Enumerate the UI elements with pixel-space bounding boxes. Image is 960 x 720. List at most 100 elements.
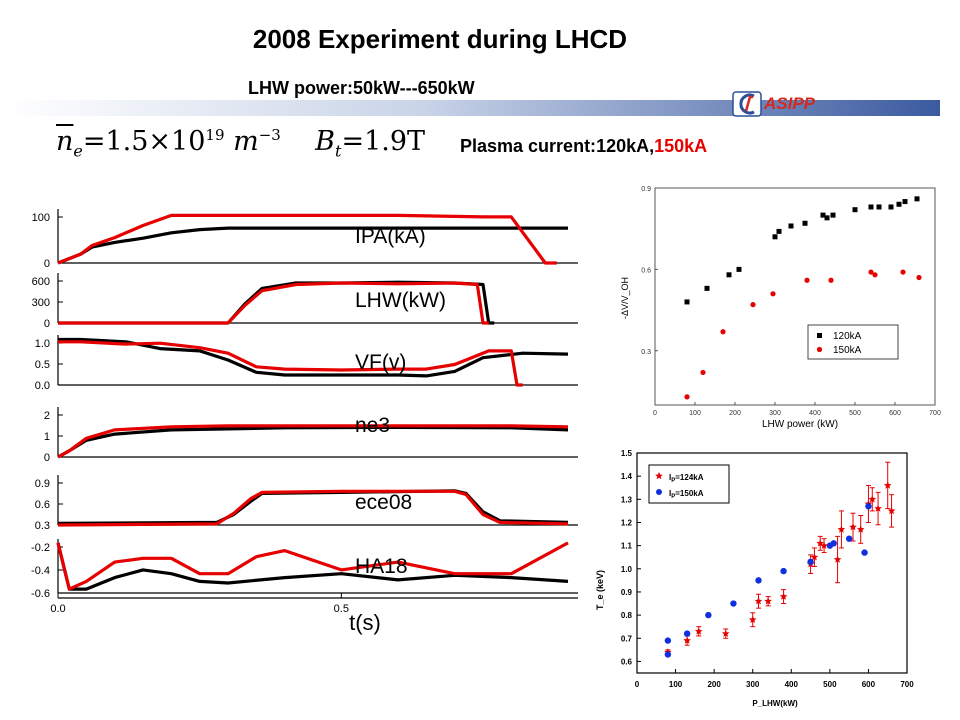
- x-tick-label: 700: [929, 410, 941, 417]
- x-axis-title: P_LHW(kW): [752, 699, 798, 708]
- series-150kA-line: [57, 213, 557, 265]
- scatter-point-150kA: [664, 651, 672, 658]
- y-tick-label: 1.2: [621, 518, 633, 527]
- y-tick-label: 0.3: [641, 349, 651, 356]
- scatter-point-150kA: [865, 503, 872, 510]
- plot-frame: [636, 452, 908, 674]
- x-tick-label: 200: [729, 410, 741, 417]
- scatter-point-120kA: [914, 196, 920, 202]
- scatter-point-124kA: [849, 523, 857, 531]
- x-tick-label: 200: [707, 680, 721, 689]
- y-tick-label: 1.0: [621, 565, 633, 574]
- series-150kA-line: [58, 340, 523, 387]
- panel-label: LHW(kW): [355, 289, 446, 312]
- slide-title: 2008 Experiment during LHCD: [252, 24, 628, 54]
- y-tick-label: 1.3: [621, 495, 633, 504]
- ne-symbol: n: [56, 126, 74, 157]
- x-tick-label: 600: [889, 410, 901, 417]
- series-150kA-line: [57, 489, 569, 527]
- x-tick-label: 500: [849, 410, 861, 417]
- scatter-point-150kA: [750, 302, 756, 308]
- plasma-current-label: Plasma current:: [460, 136, 597, 156]
- scatter-point-120kA: [896, 201, 902, 207]
- scatter-point-150kA: [664, 637, 672, 644]
- panel-label: IPA(kA): [355, 225, 426, 248]
- scatter-point-150kA: [900, 269, 906, 275]
- scatter-point-120kA: [788, 223, 794, 229]
- x-tick-label: 500: [823, 680, 837, 689]
- y-tick-label: 0.9: [641, 186, 651, 193]
- y-tick-label: 0.6: [35, 499, 50, 511]
- scatter-point-124kA: [764, 597, 772, 605]
- y-tick-label: 1.1: [621, 542, 633, 551]
- scatter-point-124kA: [748, 615, 757, 623]
- x-tick-label: 0: [653, 410, 657, 417]
- legend-box: [807, 324, 899, 360]
- scatter-point-120kA: [684, 299, 690, 305]
- series-150kA-line: [56, 541, 569, 591]
- scatter-point-120kA: [802, 220, 808, 226]
- scatter-point-150kA: [872, 272, 878, 278]
- bt-value: =1.9T: [341, 126, 426, 157]
- y-tick-label: 0.9: [35, 478, 50, 490]
- scatter-point-150kA: [807, 558, 814, 566]
- slide-subtitle: LHW power:50kW---650kW: [248, 78, 475, 98]
- scatter-point-150kA: [780, 567, 787, 575]
- y-tick-label: 2: [44, 410, 50, 422]
- x-tick-label: 100: [669, 680, 683, 689]
- y-tick-label: 0.6: [621, 657, 633, 666]
- scatter-point-150kA: [828, 277, 834, 283]
- x-axis-title: LHW power (kW): [762, 419, 838, 430]
- scatter-point-124kA: [683, 636, 691, 644]
- x-tick-label: 0.5: [334, 603, 349, 615]
- y-tick-label: -0.6: [31, 588, 50, 600]
- scatter-point-120kA: [824, 215, 830, 221]
- plasma-parameters-formula: ne=1.5×1019 m−3 Bt=1.9T: [56, 126, 425, 160]
- scatter-point-150kA: [861, 549, 868, 556]
- x-tick-label: 0: [635, 680, 640, 689]
- bt-symbol: B: [315, 126, 336, 157]
- panel-label: VF(v): [355, 351, 406, 374]
- ne-exponent: 19: [205, 126, 225, 144]
- scatter-point-124kA: [856, 525, 865, 533]
- legend-label-value: =150kA: [675, 489, 703, 498]
- legend-marker-150kA: [816, 346, 823, 353]
- scatter-point-124kA: [833, 555, 842, 563]
- y-tick-label: 1.5: [621, 449, 633, 458]
- scatter-point-124kA: [887, 506, 896, 515]
- legend-marker-124kA: [655, 472, 663, 480]
- legend-label: 150kA: [833, 345, 862, 356]
- y-tick-label: 0.3: [35, 520, 50, 532]
- y-tick-label: 1.0: [35, 338, 50, 350]
- asipp-logo-icon: [732, 91, 762, 117]
- scatter-point-150kA: [770, 291, 776, 297]
- scatter-point-124kA: [779, 592, 788, 600]
- asipp-logo: ASIPP: [732, 90, 815, 118]
- series-150kA-line: [58, 281, 489, 325]
- te-scatter-chart: 0 100 200 300 400 500 600 700 1.5 1.4 1.3 1.2 1.1 1.0…: [585, 440, 960, 715]
- y-tick-label: 0.9: [621, 588, 633, 597]
- y-tick-label: 1.4: [621, 472, 633, 481]
- panel-label: ece08: [355, 491, 412, 514]
- scatter-point-124kA: [754, 597, 763, 605]
- scatter-point-150kA: [720, 329, 726, 335]
- header-divider-bar: [0, 100, 940, 116]
- scatter-point-120kA: [852, 207, 858, 213]
- scatter-point-120kA: [736, 266, 742, 272]
- y-tick-label: 0.7: [621, 634, 633, 643]
- scatter-point-150kA: [683, 630, 691, 637]
- delta-v-scatter-chart: 0 100 200 300 400 500 600 700 0.9 0.6 0.3 LHW power…: [600, 180, 950, 435]
- scatter-point-120kA: [776, 228, 782, 234]
- legend-label: IP=124kA: [669, 473, 704, 484]
- legend-box: [648, 464, 730, 504]
- y-tick-label: 100: [32, 212, 50, 224]
- series-150kA-line: [57, 424, 569, 459]
- panel-label: ne3: [355, 414, 390, 437]
- scatter-point-150kA: [755, 577, 762, 584]
- scatter-point-120kA: [868, 204, 874, 210]
- scatter-point-120kA: [772, 234, 778, 240]
- x-tick-label: 300: [769, 410, 781, 417]
- scatter-point-120kA: [830, 212, 836, 218]
- x-axis-title: t(s): [349, 610, 381, 635]
- x-tick-label: 300: [746, 680, 760, 689]
